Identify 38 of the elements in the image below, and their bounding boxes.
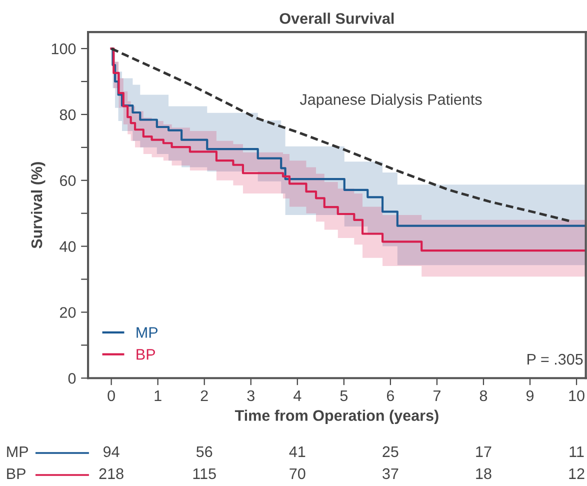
text: 12: [569, 468, 584, 479]
text: 18: [476, 468, 492, 480]
x-tick-label: 9: [526, 390, 534, 402]
x-tick-label: 7: [433, 390, 440, 401]
y-tick-label: 0: [68, 372, 76, 384]
x-tick-label: 2: [200, 390, 208, 401]
text: 70: [290, 468, 306, 480]
x-tick-label: 5: [340, 390, 348, 402]
x-tick-label: 3: [247, 390, 254, 402]
y-axis-title: Survival (%): [30, 162, 46, 248]
x-tick-label: 6: [386, 390, 394, 402]
text: 17: [476, 446, 492, 457]
y-tick-label: 100: [52, 43, 76, 54]
x-tick-label: 8: [480, 390, 488, 402]
text: 41: [289, 446, 306, 457]
text: 25: [382, 446, 398, 458]
x-tick-label: 0: [108, 390, 115, 402]
y-tick-label: 80: [60, 109, 76, 120]
x-tick-label: 10: [569, 390, 584, 402]
text: 94: [104, 446, 120, 458]
text: 218: [99, 468, 124, 480]
x-tick-label: 4: [294, 390, 302, 401]
y-tick-label: 20: [60, 307, 76, 318]
text: MP: [7, 446, 28, 457]
x-tick-label: 1: [154, 390, 162, 401]
annotation: P = .305: [528, 354, 583, 365]
text: 11: [570, 446, 584, 457]
chart-title: Overall Survival: [280, 12, 394, 24]
series-label: Japanese Dialysis Patients: [300, 94, 482, 108]
text: BP: [7, 468, 26, 479]
x-axis-title: Time from Operation (years): [234, 410, 438, 424]
y-tick-label: 60: [60, 175, 76, 186]
y-tick-label: 40: [60, 241, 76, 252]
legend-label: BP: [136, 349, 155, 360]
legend-label: MP: [136, 327, 158, 338]
text: 37: [382, 468, 398, 480]
text: 115: [193, 468, 216, 480]
text: 56: [196, 446, 212, 458]
